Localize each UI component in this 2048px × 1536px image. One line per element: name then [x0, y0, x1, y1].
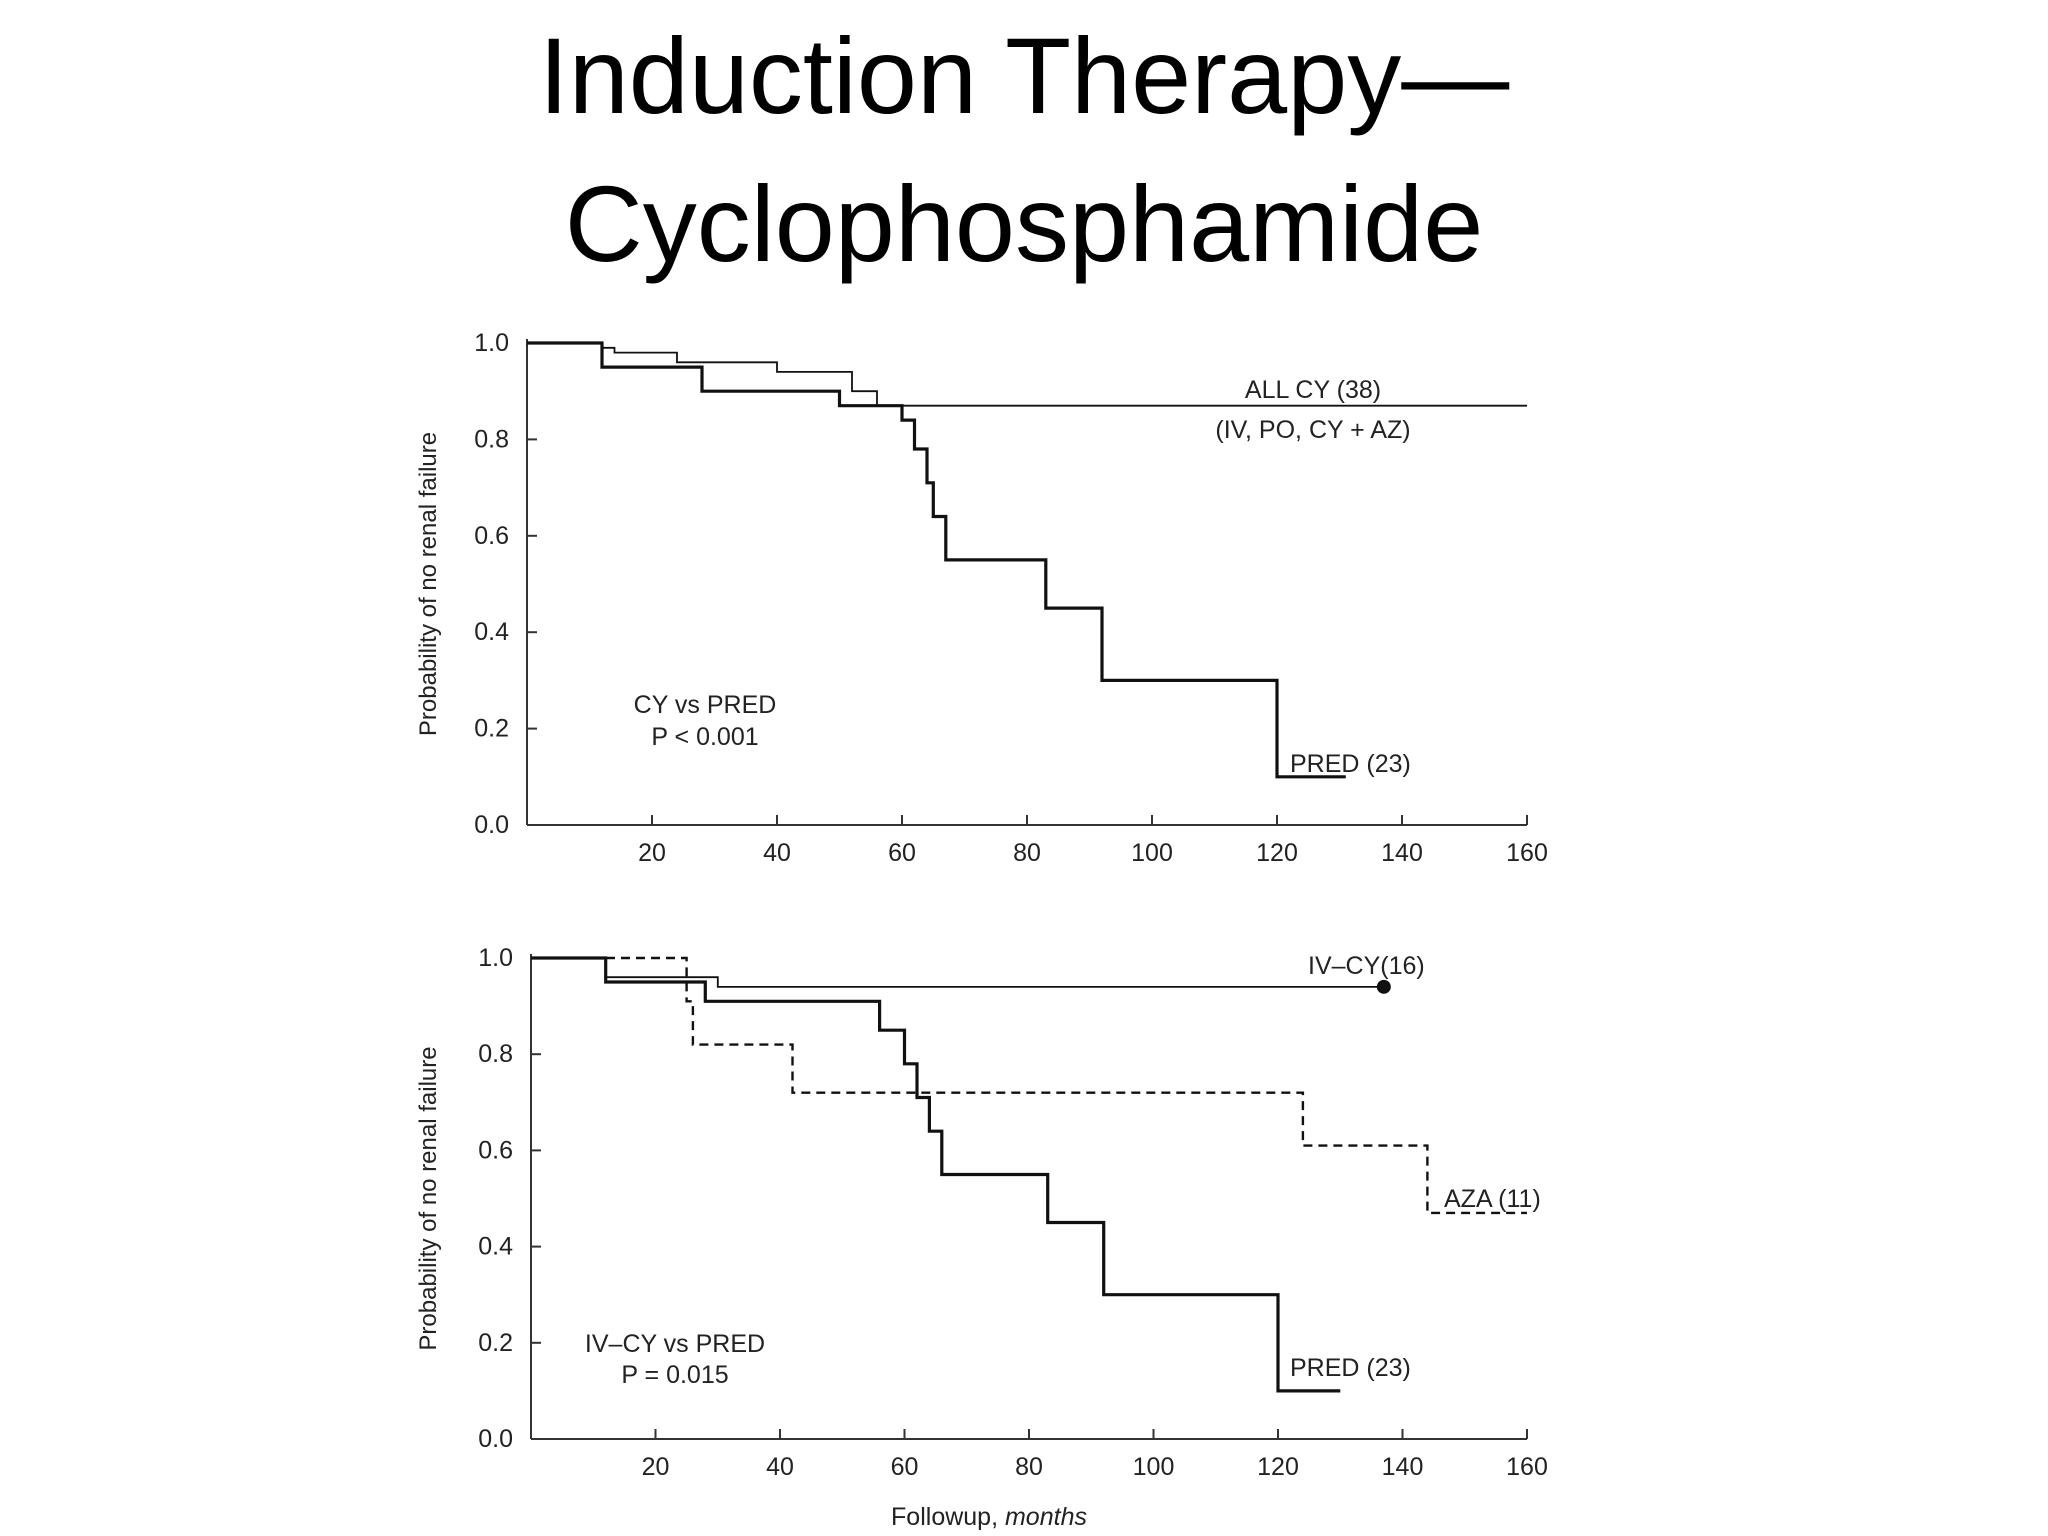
y-tick-label: 0.0 [478, 1425, 513, 1453]
slide-title-line-2: Cyclophosphamide [564, 163, 1484, 284]
x-tick-label: 160 [1506, 1453, 1548, 1481]
x-tick-label: 40 [766, 1453, 794, 1481]
y-tick-label: 0.4 [474, 618, 509, 646]
y-axis-label: Probability of no renal failure [415, 1046, 442, 1350]
p-value-label: P = 0.015 [621, 1361, 728, 1389]
x-tick-label: 80 [1015, 1453, 1043, 1481]
y-tick-label: 0.8 [474, 425, 509, 453]
x-axis-label-unit: months [1005, 1503, 1087, 1531]
x-tick-label: 160 [1506, 839, 1548, 867]
x-axis-label-main: Followup, [891, 1503, 1005, 1531]
series-label-pred-23: PRED (23) [1290, 1354, 1411, 1382]
chart-panel-top: 0.0 0.2 0.4 0.6 0.8 1.0 20 40 60 80 100 120 140 160 Pr… [415, 329, 1548, 867]
x-axis-label: Followup, months [891, 1503, 1087, 1531]
p-value-label: P < 0.001 [651, 723, 758, 751]
series-line-pred-23 [531, 956, 1341, 1393]
chart-panel-bottom: 0.0 0.2 0.4 0.6 0.8 1.0 20 40 60 80 100 120 140 160 Pr… [415, 944, 1548, 1531]
y-tick-label: 0.6 [474, 522, 509, 550]
x-tick-label: 20 [642, 1453, 670, 1481]
series-line-all-cy-38 [527, 342, 1527, 407]
x-tick-label: 40 [763, 839, 791, 867]
series-label-pred-23: PRED (23) [1290, 750, 1411, 778]
x-tick-label: 140 [1382, 1453, 1424, 1481]
y-tick-label: 1.0 [478, 944, 513, 972]
y-tick-label: 0.2 [474, 715, 509, 743]
x-tick-label: 100 [1131, 839, 1173, 867]
x-tick-label: 140 [1381, 839, 1423, 867]
x-tick-label: 100 [1133, 1453, 1175, 1481]
y-tick-label: 0.2 [478, 1329, 513, 1357]
y-axis-label: Probability of no renal failure [415, 432, 442, 736]
comparison-label: CY vs PRED [634, 691, 777, 719]
y-tick-label: 1.0 [474, 329, 509, 357]
x-tick-label: 80 [1013, 839, 1041, 867]
y-tick-label: 0.4 [478, 1233, 513, 1261]
y-tick-label: 0.6 [478, 1136, 513, 1164]
x-tick-label: 60 [888, 839, 916, 867]
series-end-marker-iv-cy-16 [1376, 979, 1391, 994]
x-tick-label: 120 [1256, 839, 1298, 867]
y-tick-label: 0.0 [474, 811, 509, 839]
x-tick-label: 120 [1257, 1453, 1299, 1481]
comparison-label: IV–CY vs PRED [585, 1330, 765, 1358]
series-line-pred-23 [527, 341, 1346, 779]
slide-title: Induction Therapy— Cyclophosphamide [0, 0, 2048, 298]
x-tick-label: 60 [891, 1453, 919, 1481]
series-line-aza-11 [531, 956, 1527, 1215]
series-label-aza-11: AZA (11) [1444, 1185, 1541, 1213]
y-tick-label: 0.8 [478, 1040, 513, 1068]
x-tick-label: 20 [638, 839, 666, 867]
series-label-all-cy-38-sub: (IV, PO, CY + AZ) [1215, 416, 1410, 444]
series-label-all-cy-38: ALL CY (38) [1245, 376, 1381, 404]
series-label-iv-cy-16: IV–CY(16) [1308, 952, 1425, 980]
slide-title-line-1: Induction Therapy— [538, 15, 1510, 136]
